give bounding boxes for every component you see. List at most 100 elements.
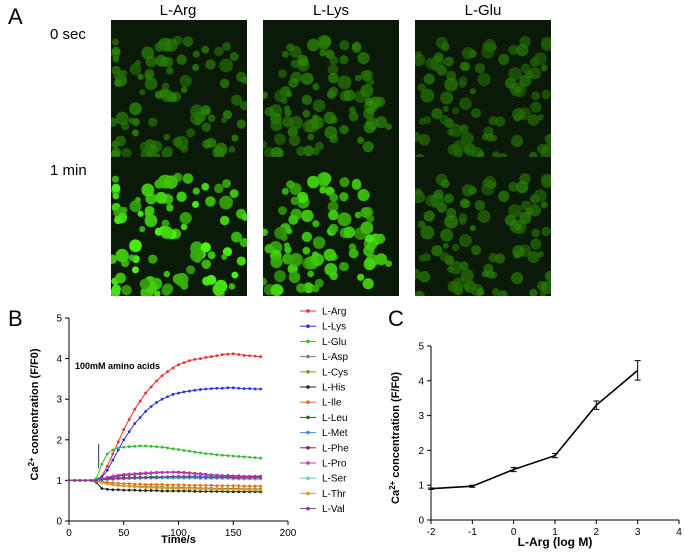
cell xyxy=(469,88,476,95)
cell xyxy=(219,58,233,73)
b-data-point xyxy=(215,487,219,491)
cell xyxy=(460,268,474,283)
b-legend-label: L-Ile xyxy=(322,398,342,409)
b-data-point xyxy=(177,483,180,487)
b-data-point xyxy=(155,401,159,404)
b-data-point xyxy=(204,452,208,456)
b-data-point xyxy=(182,487,186,491)
cell xyxy=(219,195,233,210)
cell xyxy=(241,213,247,221)
cell xyxy=(354,74,362,82)
cell xyxy=(129,200,142,213)
cell xyxy=(202,276,212,286)
cell xyxy=(190,111,204,126)
cell-field xyxy=(263,172,392,296)
b-data-point xyxy=(242,490,246,494)
b-data-point xyxy=(177,475,180,479)
cell xyxy=(144,77,158,91)
panel-b-letter: B xyxy=(8,306,23,331)
b-data-point xyxy=(171,483,175,487)
cell xyxy=(339,55,349,65)
b-data-point xyxy=(160,486,164,490)
column-title-lys: L-Lys xyxy=(312,2,350,19)
cell xyxy=(288,134,301,147)
b-legend-marker xyxy=(306,385,310,389)
cell xyxy=(160,89,174,102)
micrograph-lys-0sec xyxy=(263,20,399,159)
cell xyxy=(433,52,444,63)
cell xyxy=(214,46,224,57)
b-legend-marker xyxy=(306,430,310,435)
b-data-point xyxy=(133,472,137,475)
b-y-tick-label: 0 xyxy=(56,517,62,528)
cell xyxy=(212,146,225,159)
cell xyxy=(385,123,392,131)
b-data-point xyxy=(188,475,191,479)
b-data-point xyxy=(253,488,257,492)
cell xyxy=(192,187,200,195)
cell xyxy=(339,192,349,202)
cell xyxy=(476,288,485,296)
cell xyxy=(360,207,372,218)
b-data-point xyxy=(177,489,180,493)
b-data-point xyxy=(188,472,191,475)
cell xyxy=(477,209,491,224)
b-data-point xyxy=(193,489,197,493)
b-data-point xyxy=(166,395,169,399)
cell xyxy=(301,72,314,86)
b-data-point xyxy=(105,464,109,468)
cell xyxy=(492,288,500,296)
b-data-point xyxy=(209,476,213,479)
cell xyxy=(286,43,295,52)
b-data-point xyxy=(138,485,142,489)
cell xyxy=(201,259,212,269)
b-data-point xyxy=(111,448,115,452)
cell xyxy=(137,73,144,80)
b-legend-marker xyxy=(306,370,310,374)
c-series-line xyxy=(430,369,639,490)
c-y-tick-label: 1 xyxy=(418,481,424,492)
cell xyxy=(205,59,216,70)
cell xyxy=(288,271,301,284)
dose-response-chart: -2 -1 0 1 2 3 4 0 1 2 3 4 5 Ca2+ concentration (F/F0)… xyxy=(388,342,683,550)
b-y-tick-label: 5 xyxy=(56,314,62,325)
b-legend-label: L-Cys xyxy=(322,367,348,378)
cell xyxy=(541,36,551,49)
b-data-point xyxy=(253,456,257,460)
micrograph-arg-0sec xyxy=(111,20,247,159)
cell xyxy=(312,220,320,228)
b-data-point xyxy=(111,477,115,481)
cell xyxy=(338,261,349,272)
b-data-point xyxy=(127,430,131,434)
b-data-point xyxy=(149,405,153,408)
b-legend-marker xyxy=(306,446,310,450)
cell xyxy=(310,253,324,267)
cell xyxy=(307,270,315,278)
cell xyxy=(113,209,120,217)
b-data-point xyxy=(204,476,208,479)
cell xyxy=(439,251,450,262)
b-data-point xyxy=(215,476,219,479)
panel-a-letter: A xyxy=(8,4,23,29)
b-legend-label: L-Pro xyxy=(322,459,347,470)
cell xyxy=(161,82,170,91)
cell xyxy=(139,226,146,233)
cell xyxy=(312,99,326,112)
cell xyxy=(338,124,349,135)
cell xyxy=(186,128,196,138)
b-data-point xyxy=(188,489,191,493)
b-data-point xyxy=(220,453,224,457)
b-data-point xyxy=(127,418,131,421)
b-data-point xyxy=(253,354,257,358)
b-data-point xyxy=(84,479,87,482)
cell xyxy=(363,258,376,271)
cell xyxy=(301,209,314,223)
cell xyxy=(229,52,239,62)
cell xyxy=(113,72,120,80)
cell xyxy=(201,45,210,54)
cell xyxy=(471,245,482,256)
b-data-point xyxy=(144,471,148,475)
b-data-point xyxy=(242,476,246,480)
b-data-point xyxy=(220,386,224,390)
cell xyxy=(182,36,194,47)
